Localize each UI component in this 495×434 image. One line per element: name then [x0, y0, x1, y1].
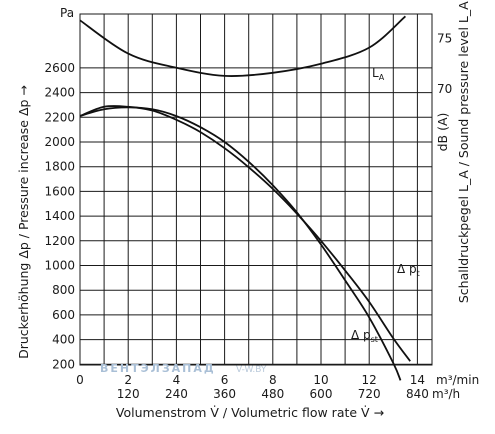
- x-tick-label-bottom: 720: [358, 387, 381, 401]
- y-unit-label: Pa: [60, 6, 74, 20]
- y-tick-label: 2200: [44, 110, 75, 124]
- x-tick-label-bottom: 120: [117, 387, 140, 401]
- x-tick-label-bottom: 240: [165, 387, 188, 401]
- x-tick-labels-top: 0 2 4 6 8 10 12 14: [76, 373, 425, 387]
- x-tick-label-top: 6: [221, 373, 229, 387]
- y-tick-label: 400: [52, 333, 75, 347]
- label-la: LA: [372, 66, 385, 82]
- x-tick-label-bottom: 360: [213, 387, 236, 401]
- x-tick-label-top: 14: [410, 373, 425, 387]
- watermark-domain: V-W.BY: [236, 365, 267, 375]
- y-tick-label: 800: [52, 283, 75, 297]
- curve-labels: LA Δ pt Δ pst: [351, 66, 420, 344]
- x-tick-label-bottom: 600: [310, 387, 333, 401]
- curves: [79, 15, 411, 381]
- x-tick-label-top: 10: [313, 373, 328, 387]
- y-tick-label: 1600: [44, 184, 75, 198]
- x-unit-bottom-label: m³/h: [432, 387, 460, 401]
- grid: [79, 13, 433, 366]
- plot-frame: [79, 13, 433, 366]
- y-tick-label: 2600: [44, 61, 75, 75]
- y-tick-label: 1800: [44, 160, 75, 174]
- curve-total-pressure: [79, 105, 411, 362]
- x-tick-label-top: 12: [362, 373, 377, 387]
- x-tick-label-bottom: 480: [261, 387, 284, 401]
- y-tick-label: 2000: [44, 135, 75, 149]
- y-tick-label: 1400: [44, 209, 75, 223]
- y-tick-label: 600: [52, 308, 75, 322]
- y2-unit-title: dB (A): [435, 113, 450, 152]
- y2-tick-label: 75: [437, 32, 452, 46]
- y-tick-label: 200: [52, 357, 75, 371]
- watermark-text: ВЕНТЭЛЗАПАД: [100, 362, 216, 375]
- x-tick-label-top: 4: [173, 373, 181, 387]
- y2-tick-labels: 707580: [437, 32, 452, 97]
- y-tick-label: 2400: [44, 86, 75, 100]
- x-tick-label-top: 2: [124, 373, 132, 387]
- x-unit-top-label: m³/min: [436, 373, 479, 387]
- y2-tick-label: 70: [437, 82, 452, 96]
- x-tick-labels-bottom: 120 240 360 480 600 720 840: [117, 387, 429, 401]
- y-tick-labels: 200 400 600 800 1000 1200 1400 1600 1800 2000 2200…: [44, 61, 75, 371]
- label-dpt: Δ pt: [397, 262, 420, 278]
- label-dpst: Δ pst: [351, 328, 378, 344]
- x-tick-label-bottom: 840: [406, 387, 429, 401]
- x-axis-title: Volumenstrom V̇ / Volumetric flow rate V…: [116, 405, 384, 420]
- x-tick-label-top: 0: [76, 373, 84, 387]
- x-tick-label-top: 8: [269, 373, 277, 387]
- curve-sound-level: [79, 15, 406, 77]
- y2-axis-title: Schalldruckpegel L_A / Sound pressure le…: [456, 0, 471, 303]
- y-tick-label: 1000: [44, 259, 75, 273]
- y-tick-label: 1200: [44, 234, 75, 248]
- y-axis-title: Druckerhöhung Δp / Pressure increase Δp …: [16, 85, 31, 359]
